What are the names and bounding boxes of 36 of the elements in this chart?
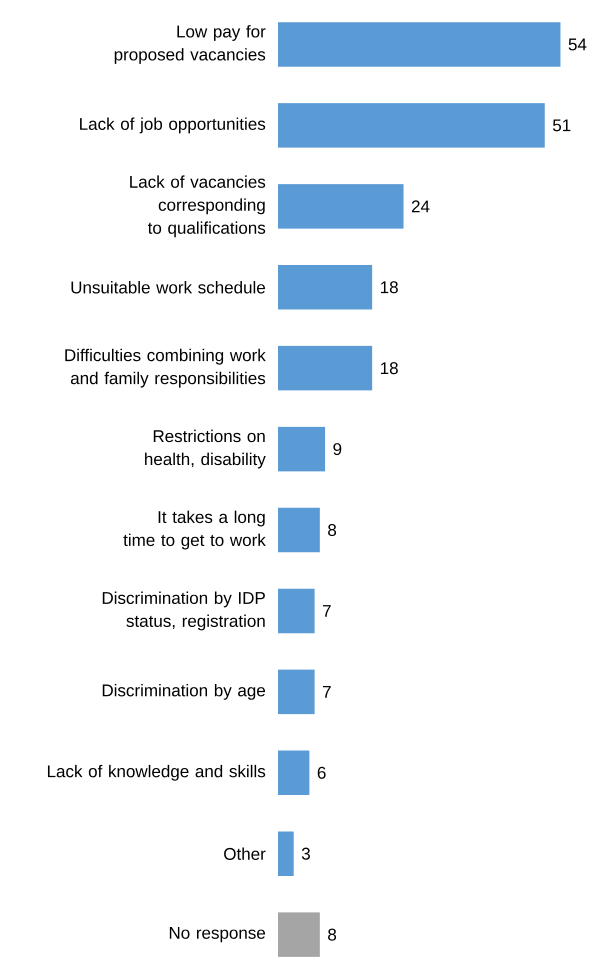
bar — [278, 103, 545, 148]
bar — [278, 750, 310, 796]
y-tick-label: Lack of knowledge and skills — [48, 764, 266, 781]
data-label: 7 — [323, 686, 331, 698]
y-tick-label: Unsuitable work schedule — [72, 281, 265, 294]
bar — [278, 670, 315, 714]
y-tick-label: Lack of job opportunities — [80, 118, 266, 134]
data-label: 6 — [318, 766, 326, 779]
data-label: 18 — [380, 281, 398, 294]
data-label: 3 — [302, 848, 310, 860]
y-tick-label: It takes a long time to get to work — [123, 510, 266, 550]
bar — [278, 912, 320, 957]
y-tick-label: Discrimination by IDP status, registration — [102, 592, 265, 630]
y-tick-label: Difficulties combining work and family responsibilities — [65, 348, 266, 388]
y-tick-label: Other — [224, 847, 266, 860]
bar — [278, 22, 560, 67]
data-label: 7 — [323, 605, 331, 617]
y-tick-label: Low pay for proposed vacancies — [114, 25, 266, 64]
bar — [278, 265, 372, 310]
data-label: 24 — [412, 200, 430, 212]
y-tick-label: Lack of vacancies corresponding to qualifications — [130, 175, 266, 238]
y-tick-label: Restrictions on health, disability — [145, 430, 266, 469]
data-label: 54 — [568, 38, 586, 50]
y-tick-label: Discrimination by age — [102, 684, 266, 700]
data-label: 18 — [380, 362, 398, 374]
bar — [278, 426, 326, 472]
data-label: 51 — [552, 119, 570, 132]
bar — [278, 831, 294, 876]
data-label: 8 — [328, 928, 336, 941]
bar — [278, 346, 372, 390]
data-label: 9 — [333, 443, 342, 456]
bar — [278, 508, 320, 552]
bar — [278, 588, 315, 634]
bar — [278, 184, 404, 229]
y-tick-label: No response — [170, 927, 266, 942]
data-label: 8 — [328, 524, 336, 536]
